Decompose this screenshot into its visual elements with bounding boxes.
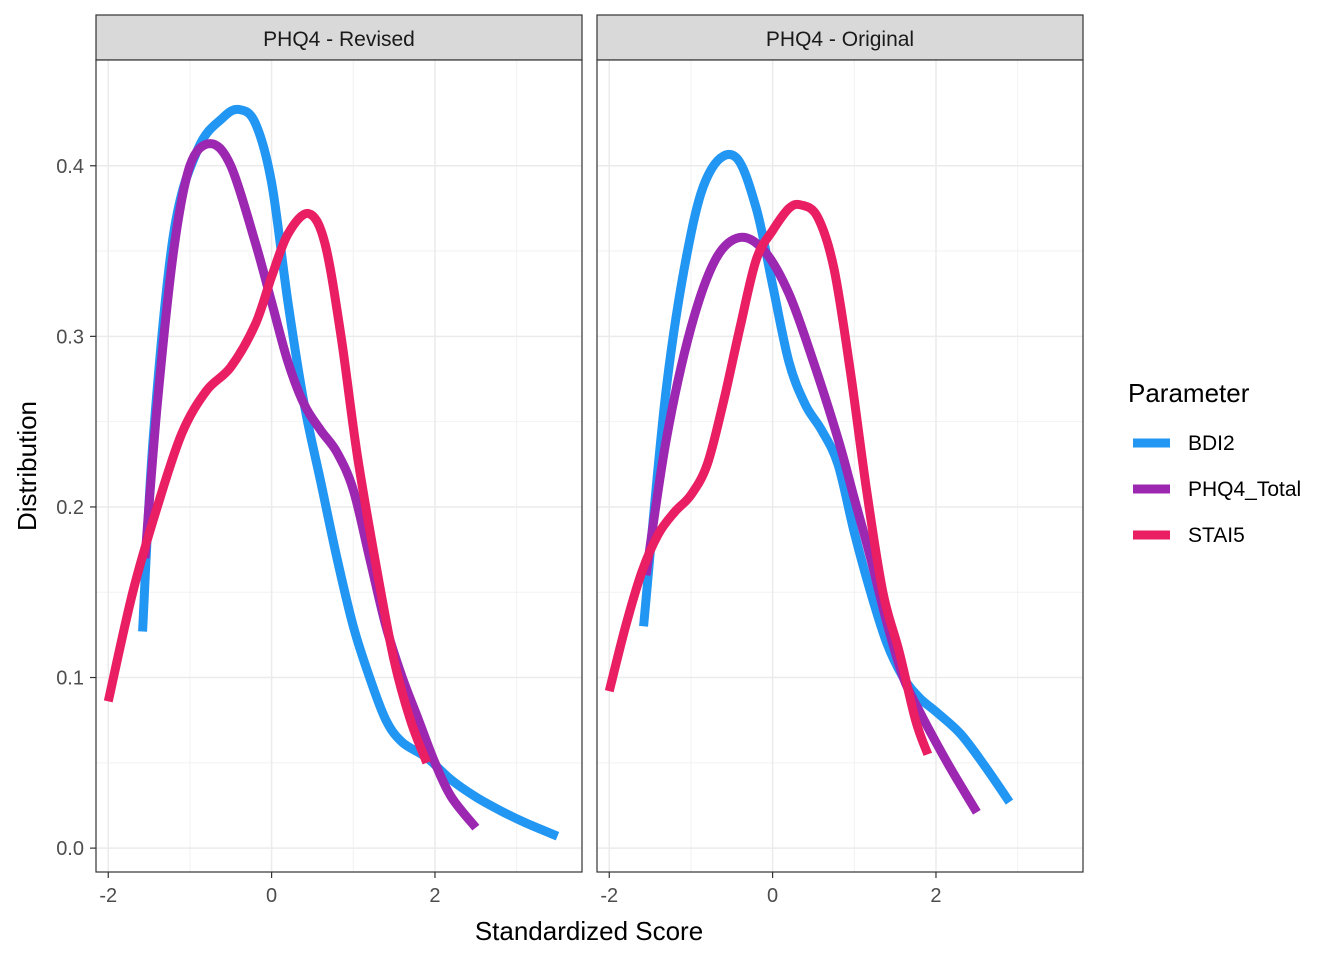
x-tick-label: 2: [429, 885, 440, 907]
legend-title: Parameter: [1128, 378, 1250, 408]
series-line-bdi2: [639, 150, 1014, 805]
y-axis-title: Distribution: [12, 401, 42, 531]
panel-original: PHQ4 - Original -2 0 2: [596, 14, 1084, 907]
strip-background: [95, 14, 583, 61]
y-tick-label: 0.2: [56, 497, 84, 519]
legend: Parameter BDI2 PHQ4_Total STAI5: [1128, 378, 1301, 547]
series-line-stai5: [604, 199, 933, 756]
series-line-stai5: [103, 209, 432, 765]
x-tick-label: 0: [767, 885, 778, 907]
plot-border: [95, 59, 583, 873]
x-tick-label: 2: [930, 885, 941, 907]
series-lines: [604, 150, 1014, 815]
legend-label: BDI2: [1188, 432, 1235, 455]
legend-label: STAI5: [1188, 524, 1245, 547]
y-axis: 0.0 0.1 0.2 0.3 0.4: [56, 156, 96, 860]
x-axis-title: Standardized Score: [475, 916, 703, 946]
y-tick-label: 0.0: [56, 838, 84, 860]
x-axis: -2 0 2: [600, 872, 942, 907]
x-axis: -2 0 2: [99, 872, 441, 907]
panel-title: PHQ4 - Original: [766, 28, 914, 51]
legend-entries: BDI2 PHQ4_Total STAI5: [1133, 432, 1301, 547]
series-line-phq4-total: [641, 232, 981, 815]
plot-border: [596, 59, 1084, 873]
legend-label: PHQ4_Total: [1188, 478, 1301, 501]
y-tick-label: 0.3: [56, 326, 84, 348]
grid: [597, 60, 1083, 872]
y-tick-label: 0.4: [56, 156, 84, 178]
panel-revised: PHQ4 - Revised -2 0 2: [95, 14, 583, 907]
y-tick-label: 0.1: [56, 668, 84, 690]
grid: [96, 60, 582, 872]
x-tick-label: -2: [600, 885, 618, 907]
series-line-phq4-total: [140, 139, 480, 831]
x-tick-label: 0: [266, 885, 277, 907]
strip-background: [596, 14, 1084, 61]
x-tick-label: -2: [99, 885, 117, 907]
series-lines: [103, 104, 560, 841]
panel-title: PHQ4 - Revised: [263, 28, 415, 51]
